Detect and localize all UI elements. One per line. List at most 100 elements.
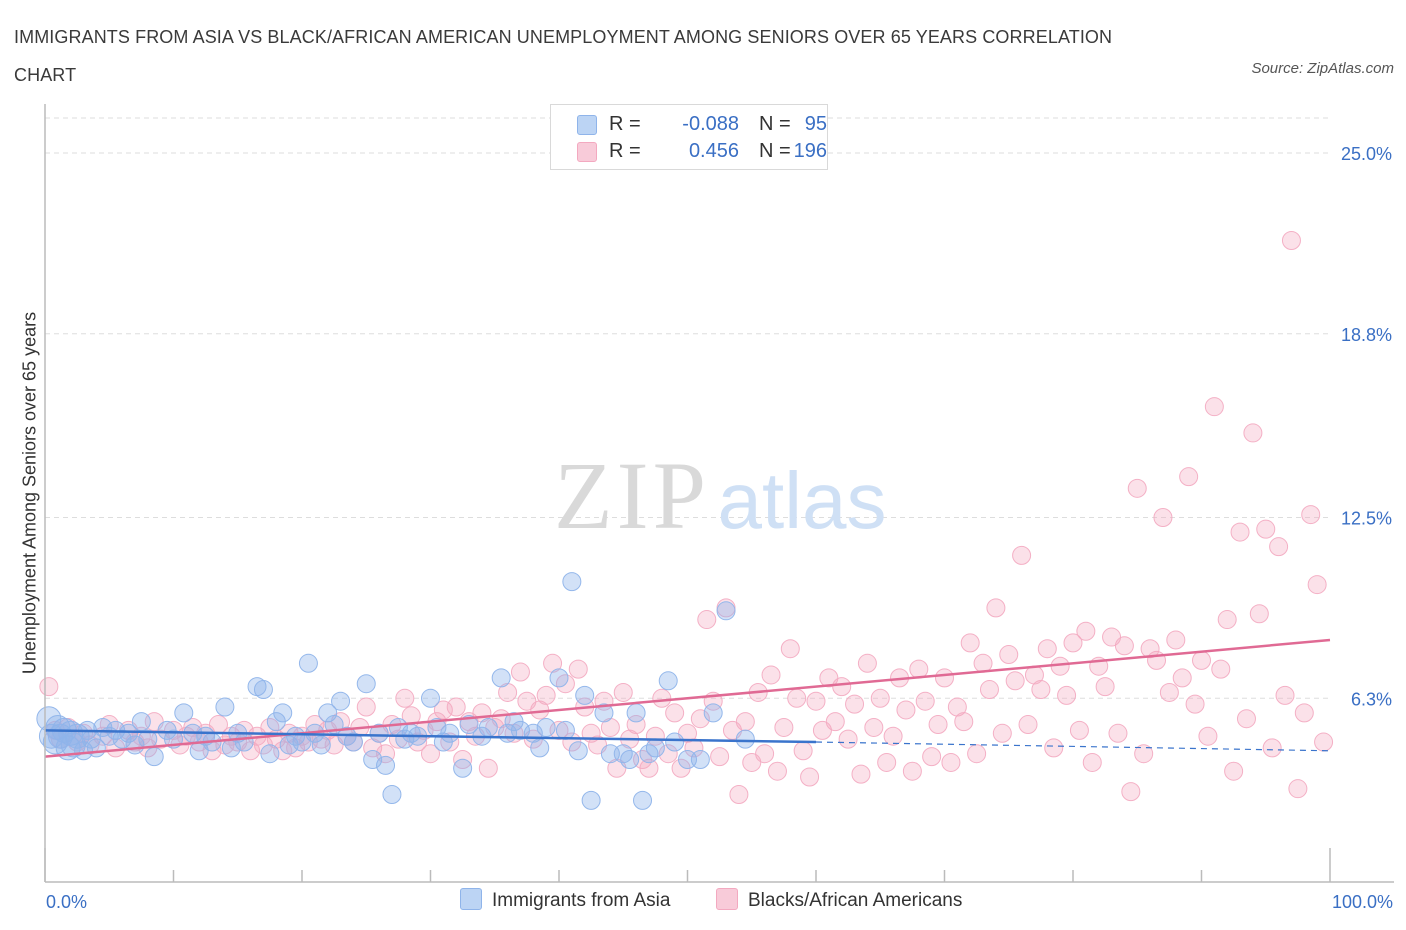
data-point-black	[1204, 397, 1224, 417]
data-point-black	[1185, 694, 1205, 714]
watermark-atlas: atlas	[718, 456, 887, 545]
data-point-asia	[311, 735, 331, 755]
data-point-black	[1140, 639, 1160, 659]
data-point-black	[915, 691, 935, 711]
data-point-black	[446, 697, 466, 717]
data-point-black	[793, 741, 813, 761]
data-point-black	[510, 662, 530, 682]
data-point-asia	[633, 790, 653, 810]
data-point-black	[992, 723, 1012, 743]
data-point-asia	[575, 685, 595, 705]
bottom-legend-label-black: Blacks/African Americans	[748, 890, 963, 911]
data-point-asia	[620, 750, 640, 770]
data-point-asia	[298, 653, 318, 673]
x-tick-label: 100.0%	[1332, 892, 1393, 912]
axis-layer: 6.3% 12.5% 18.8% 25.0% 0.0% 100.0%	[44, 104, 1394, 912]
data-point-black	[626, 715, 646, 735]
data-point-asia	[594, 703, 614, 723]
data-point-black	[1018, 715, 1038, 735]
data-point-black	[568, 659, 588, 679]
data-point-black	[376, 744, 396, 764]
data-point-asia	[234, 732, 254, 752]
data-point-black	[1044, 738, 1064, 758]
data-point-black	[1198, 726, 1218, 746]
source-label: Source: ZipAtlas.com	[1251, 60, 1394, 77]
data-point-black	[787, 688, 807, 708]
data-point-black	[1217, 610, 1237, 630]
data-point-black	[1114, 636, 1134, 656]
data-point-black	[999, 645, 1019, 665]
y-tick-label: 18.8%	[1341, 325, 1392, 345]
data-point-asia	[491, 668, 511, 688]
y-tick-label: 12.5%	[1341, 508, 1392, 528]
data-point-asia	[510, 720, 530, 740]
data-point-black	[1127, 478, 1147, 498]
data-point-asia	[716, 601, 736, 621]
data-point-black	[639, 758, 659, 778]
data-point-black	[870, 688, 890, 708]
data-point-asia	[581, 790, 601, 810]
data-point-black	[1307, 575, 1327, 595]
data-point-black	[1057, 685, 1077, 705]
data-point-black	[395, 688, 415, 708]
data-point-asia	[658, 671, 678, 691]
data-point-black	[1249, 604, 1269, 624]
data-point-asia	[119, 723, 139, 743]
data-point-black	[928, 715, 948, 735]
y-tick-label: 6.3%	[1351, 689, 1392, 709]
data-point-asia	[215, 697, 235, 717]
data-point-black	[780, 639, 800, 659]
data-point-black	[1063, 633, 1083, 653]
data-point-asia	[478, 717, 498, 737]
data-point-asia	[356, 674, 376, 694]
data-point-black	[1301, 505, 1321, 525]
bottom-legend-black: Blacks/African Americans	[716, 888, 962, 912]
legend-swatch-asia	[577, 115, 597, 135]
data-point-black	[755, 744, 775, 764]
data-point-black	[1256, 519, 1276, 539]
data-point-black	[851, 764, 871, 784]
data-point-black	[613, 682, 633, 702]
data-point-black	[1095, 677, 1115, 697]
data-point-black	[735, 712, 755, 732]
data-point-black	[1108, 723, 1128, 743]
data-point-black	[1275, 685, 1295, 705]
data-point-black	[864, 717, 884, 737]
legend-r-label: R =	[609, 140, 641, 162]
legend-n-value: 196	[793, 140, 827, 162]
data-point-black	[729, 785, 749, 805]
legend: R = -0.088 N = 95 R = 0.456 N = 196	[550, 104, 828, 170]
data-point-black	[478, 758, 498, 778]
data-point-black	[401, 706, 421, 726]
data-point-black	[979, 680, 999, 700]
data-point-black	[1134, 744, 1154, 764]
data-point-black	[536, 685, 556, 705]
data-point-black	[877, 752, 897, 772]
data-point-asia	[174, 703, 194, 723]
bottom-legend-asia: Immigrants from Asia	[460, 888, 670, 912]
data-point-asia	[253, 680, 273, 700]
data-point-black	[1012, 545, 1032, 565]
legend-n-label: N =	[759, 140, 791, 162]
data-point-black	[1069, 720, 1089, 740]
chart-title: IMMIGRANTS FROM ASIA VS BLACK/AFRICAN AM…	[14, 27, 1113, 85]
data-point-asia	[376, 755, 396, 775]
data-point-black	[1288, 779, 1308, 799]
data-point-black	[684, 738, 704, 758]
data-point-asia	[131, 712, 151, 732]
legend-n-value: 95	[804, 113, 827, 135]
data-point-asia	[549, 668, 569, 688]
data-point-black	[954, 712, 974, 732]
bottom-legend-swatch-black	[716, 888, 738, 910]
data-point-black	[935, 668, 954, 688]
data-point-asia	[626, 703, 646, 723]
data-point-black	[838, 729, 858, 749]
data-point-asia	[703, 703, 723, 723]
data-point-asia	[343, 732, 363, 752]
data-point-black	[806, 691, 826, 711]
data-point-black	[825, 712, 845, 732]
data-point-asia	[645, 738, 665, 758]
data-point-asia	[363, 750, 383, 770]
data-point-black	[857, 653, 877, 673]
